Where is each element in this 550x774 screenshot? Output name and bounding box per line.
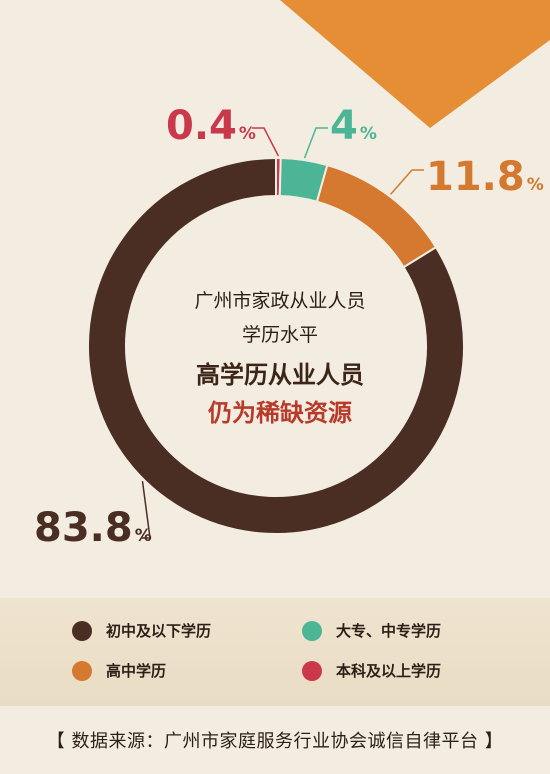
legend-swatch <box>72 620 92 641</box>
chart-subtitle: 学历水平 <box>241 324 318 346</box>
data-source-footer: 【 数据来源：广州市家庭服务行业协会诚信自律平台 】 <box>46 731 504 752</box>
leader-line-bachelor <box>252 127 280 157</box>
legend-swatch <box>302 620 322 641</box>
data-label-junior-high: 83.8% <box>34 508 152 548</box>
corner-decoration <box>280 0 550 128</box>
slice-high-school <box>315 163 438 269</box>
data-label-value: 0.4 <box>166 103 237 149</box>
leader-line-high-school <box>389 169 424 195</box>
leader-line-junior-high <box>141 481 151 539</box>
legend-item-high-school: 高中学历 <box>72 660 166 681</box>
data-label-value: 83.8 <box>34 505 133 551</box>
legend-item-junior-high: 初中及以下学历 <box>72 620 211 641</box>
data-label-unit: % <box>359 124 377 144</box>
data-label-unit: % <box>526 175 544 195</box>
legend-label: 大专、中专学历 <box>336 622 442 640</box>
data-label-unit: % <box>238 124 256 144</box>
data-label-bachelor: 0.4% <box>166 106 256 146</box>
slice-junior-high <box>87 156 465 535</box>
legend: 初中及以下学历 大专、中专学历 高中学历 本科及以上学历 <box>0 598 550 706</box>
headline-line-2: 仍为稀缺资源 <box>208 399 352 427</box>
donut-chart <box>87 127 465 539</box>
leader-line-college <box>303 127 328 159</box>
legend-item-bachelor: 本科及以上学历 <box>302 660 441 681</box>
legend-swatch <box>72 660 92 681</box>
legend-label: 初中及以下学历 <box>106 622 212 640</box>
headline-line-1: 高学历从业人员 <box>196 361 364 389</box>
data-label-value: 11.8 <box>426 154 525 200</box>
data-label-high-school: 11.8% <box>426 157 544 197</box>
legend-label: 本科及以上学历 <box>336 662 442 680</box>
data-label-value: 4 <box>330 103 358 149</box>
legend-item-college: 大专、中专学历 <box>302 620 441 641</box>
data-label-college: 4% <box>330 106 377 146</box>
data-label-unit: % <box>134 526 152 546</box>
legend-swatch <box>302 660 322 681</box>
legend-label: 高中学历 <box>106 662 167 680</box>
chart-title: 广州市家政从业人员 <box>194 290 366 312</box>
